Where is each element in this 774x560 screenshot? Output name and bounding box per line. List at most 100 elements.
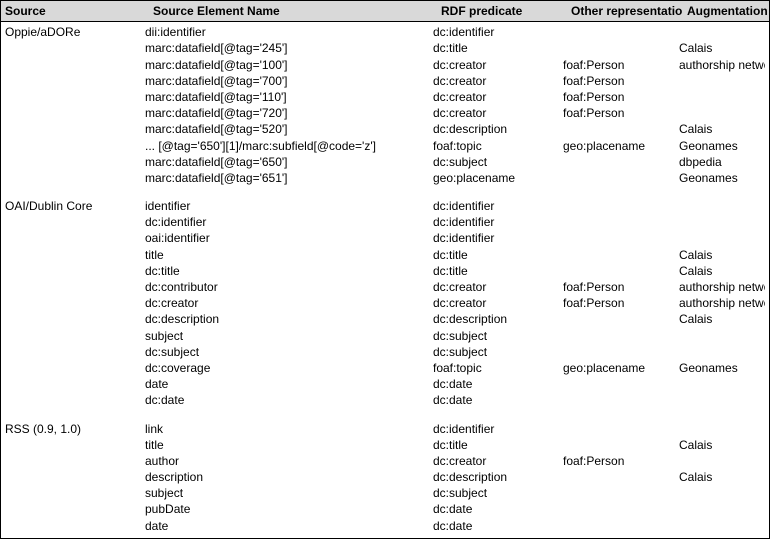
cell-element: dii:identifier [145,24,433,40]
cell-element: title [145,247,433,263]
cell-rdf: dc:creator [433,73,563,89]
table-row: authordc:creatorfoaf:Person [145,453,765,469]
cell-element: description [145,469,433,485]
table-row: identifierdc:identifier [145,198,765,214]
cell-aug [679,518,765,534]
cell-aug [679,89,765,105]
cell-rdf: dc:description [433,469,563,485]
table-row: marc:datafield[@tag='651']geo:placenameG… [145,170,765,186]
cell-element: dc:title [145,263,433,279]
cell-element: dc:date [145,392,433,408]
cell-element: dc:contributor [145,279,433,295]
cell-rdf: dc:identifier [433,421,563,437]
cell-aug [679,501,765,517]
cell-rdf: dc:creator [433,453,563,469]
cell-other [563,263,679,279]
cell-element: dc:creator [145,295,433,311]
cell-aug [679,198,765,214]
col-header-aug: Augmentation [683,1,769,21]
cell-other [563,154,679,170]
table-row: linkdc:identifier [145,421,765,437]
cell-other [563,485,679,501]
col-header-element: Source Element Name [149,1,437,21]
cell-rdf: dc:creator [433,89,563,105]
cell-aug: Calais [679,121,765,137]
table-row: titledc:titleCalais [145,247,765,263]
cell-element: identifier [145,198,433,214]
table-row: marc:datafield[@tag='650']dc:subjectdbpe… [145,154,765,170]
cell-rdf: dc:description [433,121,563,137]
table-row: dc:datedc:date [145,392,765,408]
table-row: dc:titledc:titleCalais [145,263,765,279]
cell-element: marc:datafield[@tag='245'] [145,40,433,56]
cell-aug [679,73,765,89]
cell-other: foaf:Person [563,89,679,105]
cell-aug [679,421,765,437]
cell-other: geo:placename [563,360,679,376]
cell-rdf: dc:title [433,263,563,279]
cell-rdf: dc:creator [433,105,563,121]
cell-other: foaf:Person [563,73,679,89]
group-rows: dii:identifierdc:identifiermarc:datafiel… [145,24,765,186]
cell-rdf: dc:subject [433,328,563,344]
cell-other: geo:placename [563,138,679,154]
cell-element: marc:datafield[@tag='100'] [145,57,433,73]
cell-aug: authorship network [679,57,765,73]
cell-element: marc:datafield[@tag='650'] [145,154,433,170]
cell-rdf: dc:title [433,40,563,56]
cell-other [563,469,679,485]
cell-element: dc:description [145,311,433,327]
table-row: pubDatedc:date [145,501,765,517]
cell-rdf: dc:date [433,376,563,392]
group-rows: identifierdc:identifierdc:identifierdc:i… [145,198,765,408]
cell-other [563,214,679,230]
cell-rdf: dc:subject [433,344,563,360]
table-row: marc:datafield[@tag='700']dc:creatorfoaf… [145,73,765,89]
cell-rdf: dc:creator [433,57,563,73]
cell-other: foaf:Person [563,105,679,121]
cell-other [563,247,679,263]
col-header-other: Other representations [567,1,683,21]
table-group: Oppie/aDORedii:identifierdc:identifierma… [1,22,769,196]
table-body: Oppie/aDORedii:identifierdc:identifierma… [1,22,769,538]
table-row: oai:identifierdc:identifier [145,230,765,246]
cell-other [563,421,679,437]
cell-aug [679,230,765,246]
cell-rdf: dc:date [433,392,563,408]
cell-element: pubDate [145,501,433,517]
cell-aug [679,376,765,392]
table-row: datedc:date [145,518,765,534]
cell-other: foaf:Person [563,453,679,469]
cell-aug [679,105,765,121]
cell-other [563,24,679,40]
cell-element: dc:identifier [145,214,433,230]
col-header-source: Source [1,1,149,21]
table-row: marc:datafield[@tag='245']dc:title Calais [145,40,765,56]
cell-aug [679,328,765,344]
source-label: OAI/Dublin Core [5,198,145,408]
cell-rdf: dc:subject [433,485,563,501]
cell-element: date [145,376,433,392]
cell-aug [679,392,765,408]
table-header: Source Source Element Name RDF predicate… [1,1,769,22]
group-rows: linkdc:identifiertitledc:titleCalaisauth… [145,421,765,534]
table-row: subjectdc:subject [145,328,765,344]
cell-element: date [145,518,433,534]
cell-aug: Calais [679,40,765,56]
cell-rdf: dc:subject [433,154,563,170]
table-row: marc:datafield[@tag='520']dc:description… [145,121,765,137]
cell-aug: Calais [679,469,765,485]
cell-other [563,311,679,327]
table-row: dc:descriptiondc:descriptionCalais [145,311,765,327]
cell-other [563,344,679,360]
cell-element: dc:subject [145,344,433,360]
table-row: marc:datafield[@tag='110']dc:creatorfoaf… [145,89,765,105]
table-row: marc:datafield[@tag='100']dc:creatorfoaf… [145,57,765,73]
cell-other [563,198,679,214]
table-row: marc:datafield[@tag='720']dc:creatorfoaf… [145,105,765,121]
cell-other [563,392,679,408]
cell-other [563,328,679,344]
cell-aug: Geonames [679,138,765,154]
cell-element: marc:datafield[@tag='520'] [145,121,433,137]
cell-other [563,121,679,137]
